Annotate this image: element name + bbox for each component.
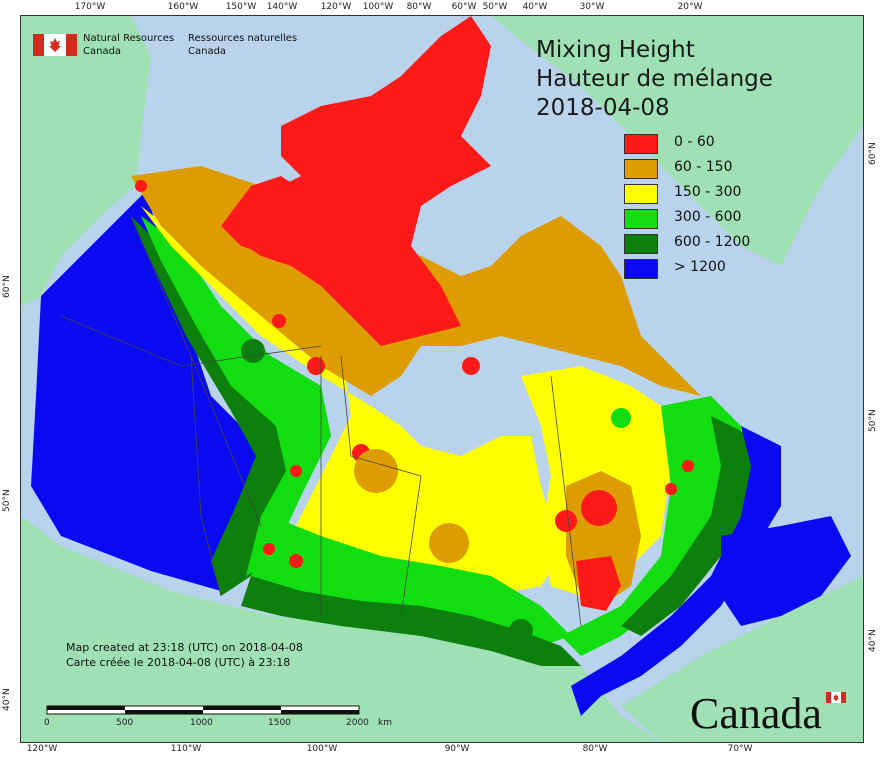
orange-spot-2 bbox=[429, 523, 469, 563]
title-line1: Mixing Height bbox=[536, 37, 695, 63]
red-spot-2 bbox=[272, 314, 286, 328]
red-spot-10 bbox=[289, 554, 303, 568]
tick-left: 50°N bbox=[2, 489, 12, 512]
dept-fr-line1: Ressources naturelles bbox=[188, 33, 298, 44]
usa-east-land bbox=[621, 576, 863, 742]
red-spot-7 bbox=[682, 460, 694, 472]
red-spot-5 bbox=[462, 357, 480, 375]
tick-left: 40°N bbox=[2, 688, 12, 711]
legend-swatch bbox=[624, 159, 658, 179]
zone-green-west bbox=[141, 216, 331, 576]
scale-unit: km bbox=[378, 718, 392, 728]
legend-swatch bbox=[624, 234, 658, 254]
zone-red-arctic bbox=[231, 16, 491, 346]
tick-bottom: 100°W bbox=[306, 744, 338, 754]
alaska-land bbox=[21, 16, 151, 306]
zone-darkgreen-east bbox=[621, 416, 751, 636]
zone-green-east bbox=[561, 396, 741, 656]
zone-blue-west bbox=[31, 191, 281, 591]
canada-flag-icon bbox=[33, 34, 77, 56]
dept-fr-line2: Canada bbox=[188, 46, 227, 57]
tick-top: 140°W bbox=[266, 2, 298, 12]
tick-top: 160°W bbox=[167, 2, 199, 12]
map-frame: Natural Resources Canada Ressources natu… bbox=[20, 15, 864, 743]
tick-bottom: 110°W bbox=[170, 744, 202, 754]
red-spot-3 bbox=[307, 357, 325, 375]
legend-label: 60 - 150 bbox=[674, 159, 733, 175]
red-spot-quebec-3 bbox=[576, 556, 621, 611]
usa-land bbox=[21, 516, 661, 742]
zone-darkgreen-south bbox=[241, 576, 581, 666]
zone-blue-maritimes bbox=[721, 516, 851, 626]
created-note: Map created at 23:18 (UTC) on 2018-04-08… bbox=[66, 640, 303, 670]
tick-left: 60°N bbox=[2, 275, 12, 298]
tick-top: 20°W bbox=[677, 2, 703, 12]
tick-top: 30°W bbox=[579, 2, 605, 12]
legend-label: 150 - 300 bbox=[674, 184, 742, 200]
tick-bottom: 80°W bbox=[582, 744, 608, 754]
tick-bottom: 120°W bbox=[26, 744, 58, 754]
dept-en-line1: Natural Resources bbox=[83, 33, 175, 44]
tick-right: 50°N bbox=[868, 409, 878, 432]
legend-swatch bbox=[624, 209, 658, 229]
tick-top: 100°W bbox=[362, 2, 394, 12]
legend-label: 300 - 600 bbox=[674, 209, 742, 225]
zone-green-south bbox=[251, 516, 571, 646]
province-boundaries bbox=[60, 215, 582, 627]
hudson-bay bbox=[401, 356, 531, 436]
legend-swatch bbox=[624, 259, 658, 279]
red-spot-quebec-1 bbox=[581, 490, 617, 526]
tick-bottom: 90°W bbox=[444, 744, 470, 754]
legend-label: 600 - 1200 bbox=[674, 234, 751, 250]
scale-bar-graphic bbox=[46, 705, 360, 715]
greenland-land bbox=[491, 16, 863, 266]
dept-en: Natural Resources Canada bbox=[83, 32, 174, 58]
darkgreen-spot-2 bbox=[509, 619, 533, 643]
legend-swatch bbox=[624, 134, 658, 154]
red-spot-9 bbox=[263, 543, 275, 555]
red-spot-quebec-2 bbox=[555, 510, 577, 532]
created-en: Map created at 23:18 (UTC) on 2018-04-08 bbox=[66, 641, 303, 654]
zone-red-island bbox=[221, 176, 311, 256]
tick-top: 80°W bbox=[406, 2, 432, 12]
mixing-height-map bbox=[21, 16, 863, 742]
tick-bottom: 70°W bbox=[727, 744, 753, 754]
tick-top: 150°W bbox=[225, 2, 257, 12]
scale-label: 0 bbox=[44, 718, 50, 728]
tick-right: 40°N bbox=[868, 629, 878, 652]
red-spot-8 bbox=[665, 483, 677, 495]
green-spot-1 bbox=[611, 408, 631, 428]
scale-label: 1500 bbox=[268, 718, 291, 728]
tick-top: 120°W bbox=[320, 2, 352, 12]
legend-label: > 1200 bbox=[674, 259, 726, 275]
legend-label: 0 - 60 bbox=[674, 134, 715, 150]
title-line3: 2018-04-08 bbox=[536, 95, 670, 121]
map-title: Mixing Height Hauteur de mélange 2018-04… bbox=[536, 36, 773, 123]
red-spot-6 bbox=[290, 465, 302, 477]
tick-right: 60°N bbox=[868, 142, 878, 165]
zone-darkgreen-west bbox=[131, 216, 301, 596]
scale-label: 1000 bbox=[190, 718, 213, 728]
scale-bar: 0 500 1000 1500 2000 km bbox=[44, 704, 392, 734]
created-fr: Carte créée le 2018-04-08 (UTC) à 23:18 bbox=[66, 656, 291, 669]
darkgreen-spot-1 bbox=[241, 339, 265, 363]
tick-top: 40°W bbox=[522, 2, 548, 12]
red-spot-1 bbox=[135, 180, 147, 192]
wordmark-flag-icon bbox=[826, 692, 846, 703]
canada-wordmark: Canada bbox=[690, 689, 822, 738]
legend-swatch bbox=[624, 184, 658, 204]
title-line2: Hauteur de mélange bbox=[536, 66, 773, 92]
dept-en-line2: Canada bbox=[83, 46, 122, 57]
tick-top: 60°W bbox=[451, 2, 477, 12]
dept-fr: Ressources naturelles Canada bbox=[188, 32, 297, 58]
orange-spot-1 bbox=[354, 449, 398, 493]
scale-label: 500 bbox=[116, 718, 134, 728]
tick-top: 170°W bbox=[74, 2, 106, 12]
scale-label: 2000 bbox=[346, 718, 369, 728]
tick-top: 50°W bbox=[482, 2, 508, 12]
